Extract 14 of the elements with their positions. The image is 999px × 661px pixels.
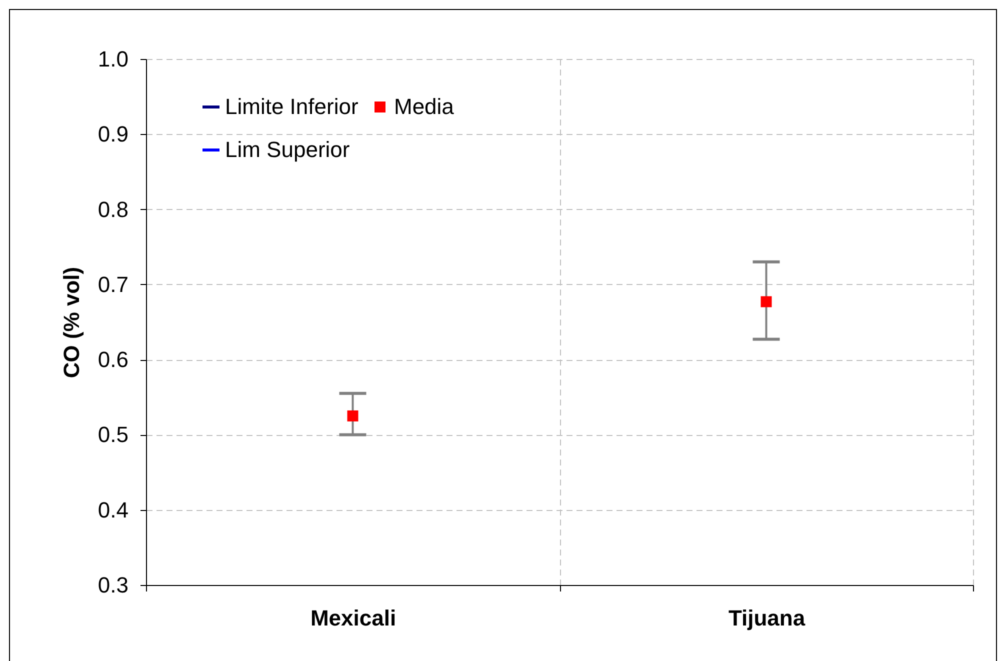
y-tick-label: 0.3 [98, 572, 128, 598]
legend-label: Limite Inferior [225, 94, 358, 119]
x-tick-label: Tijuana [728, 606, 806, 630]
y-tick-label: 1.0 [98, 46, 128, 72]
y-tick-label: 0.4 [98, 497, 128, 522]
x-tick-label: Mexicali [310, 606, 396, 630]
y-tick-label: 0.9 [98, 122, 128, 147]
y-tick-label: 0.8 [98, 196, 128, 222]
legend-label: Media [394, 94, 455, 119]
y-tick-label: 0.6 [98, 347, 128, 372]
y-tick-label: 0.7 [98, 272, 128, 297]
y-tick-label: 0.5 [98, 422, 128, 448]
y-axis-title: CO (% vol) [58, 266, 84, 378]
legend-label: Lim Superior [225, 137, 350, 162]
